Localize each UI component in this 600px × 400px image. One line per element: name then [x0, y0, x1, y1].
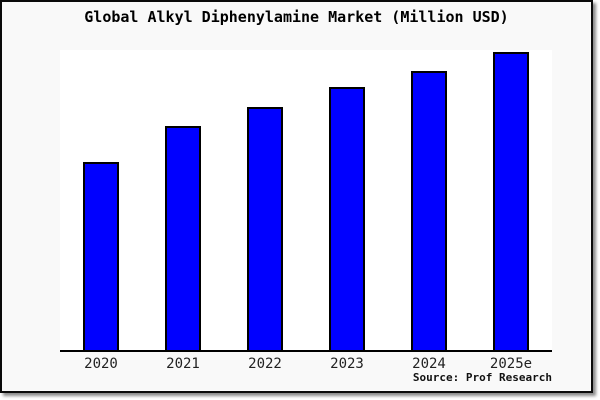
chart-title: Global Alkyl Diphenylamine Market (Milli… [84, 8, 509, 26]
bar-2023 [329, 86, 365, 350]
x-tick-2024: 2024 [412, 356, 446, 372]
x-tick-2020: 2020 [84, 356, 118, 372]
source-credit: Source: Prof Research [412, 371, 552, 384]
bar-slot-2023 [306, 50, 388, 350]
bars-container [60, 50, 552, 350]
bar-slot-2024 [388, 50, 470, 350]
x-tick-2022: 2022 [248, 356, 282, 372]
x-tick-2025e: 2025e [489, 356, 533, 372]
x-tick-2021: 2021 [166, 356, 200, 372]
x-axis-tick-labels: 2020 2021 2022 2023 2024 2025e [60, 356, 552, 372]
bar-slot-2025e [470, 50, 552, 350]
bar-slot-2021 [142, 50, 224, 350]
bar-2022 [247, 107, 283, 350]
bar-slot-2022 [224, 50, 306, 350]
bar-2025e [493, 52, 529, 350]
x-tick-2023: 2023 [330, 356, 364, 372]
bar-2024 [411, 71, 447, 350]
bar-slot-2020 [60, 50, 142, 350]
chart-frame: Global Alkyl Diphenylamine Market (Milli… [0, 0, 593, 393]
plot-area [60, 50, 552, 352]
bar-2021 [165, 125, 201, 350]
bar-2020 [83, 162, 119, 350]
